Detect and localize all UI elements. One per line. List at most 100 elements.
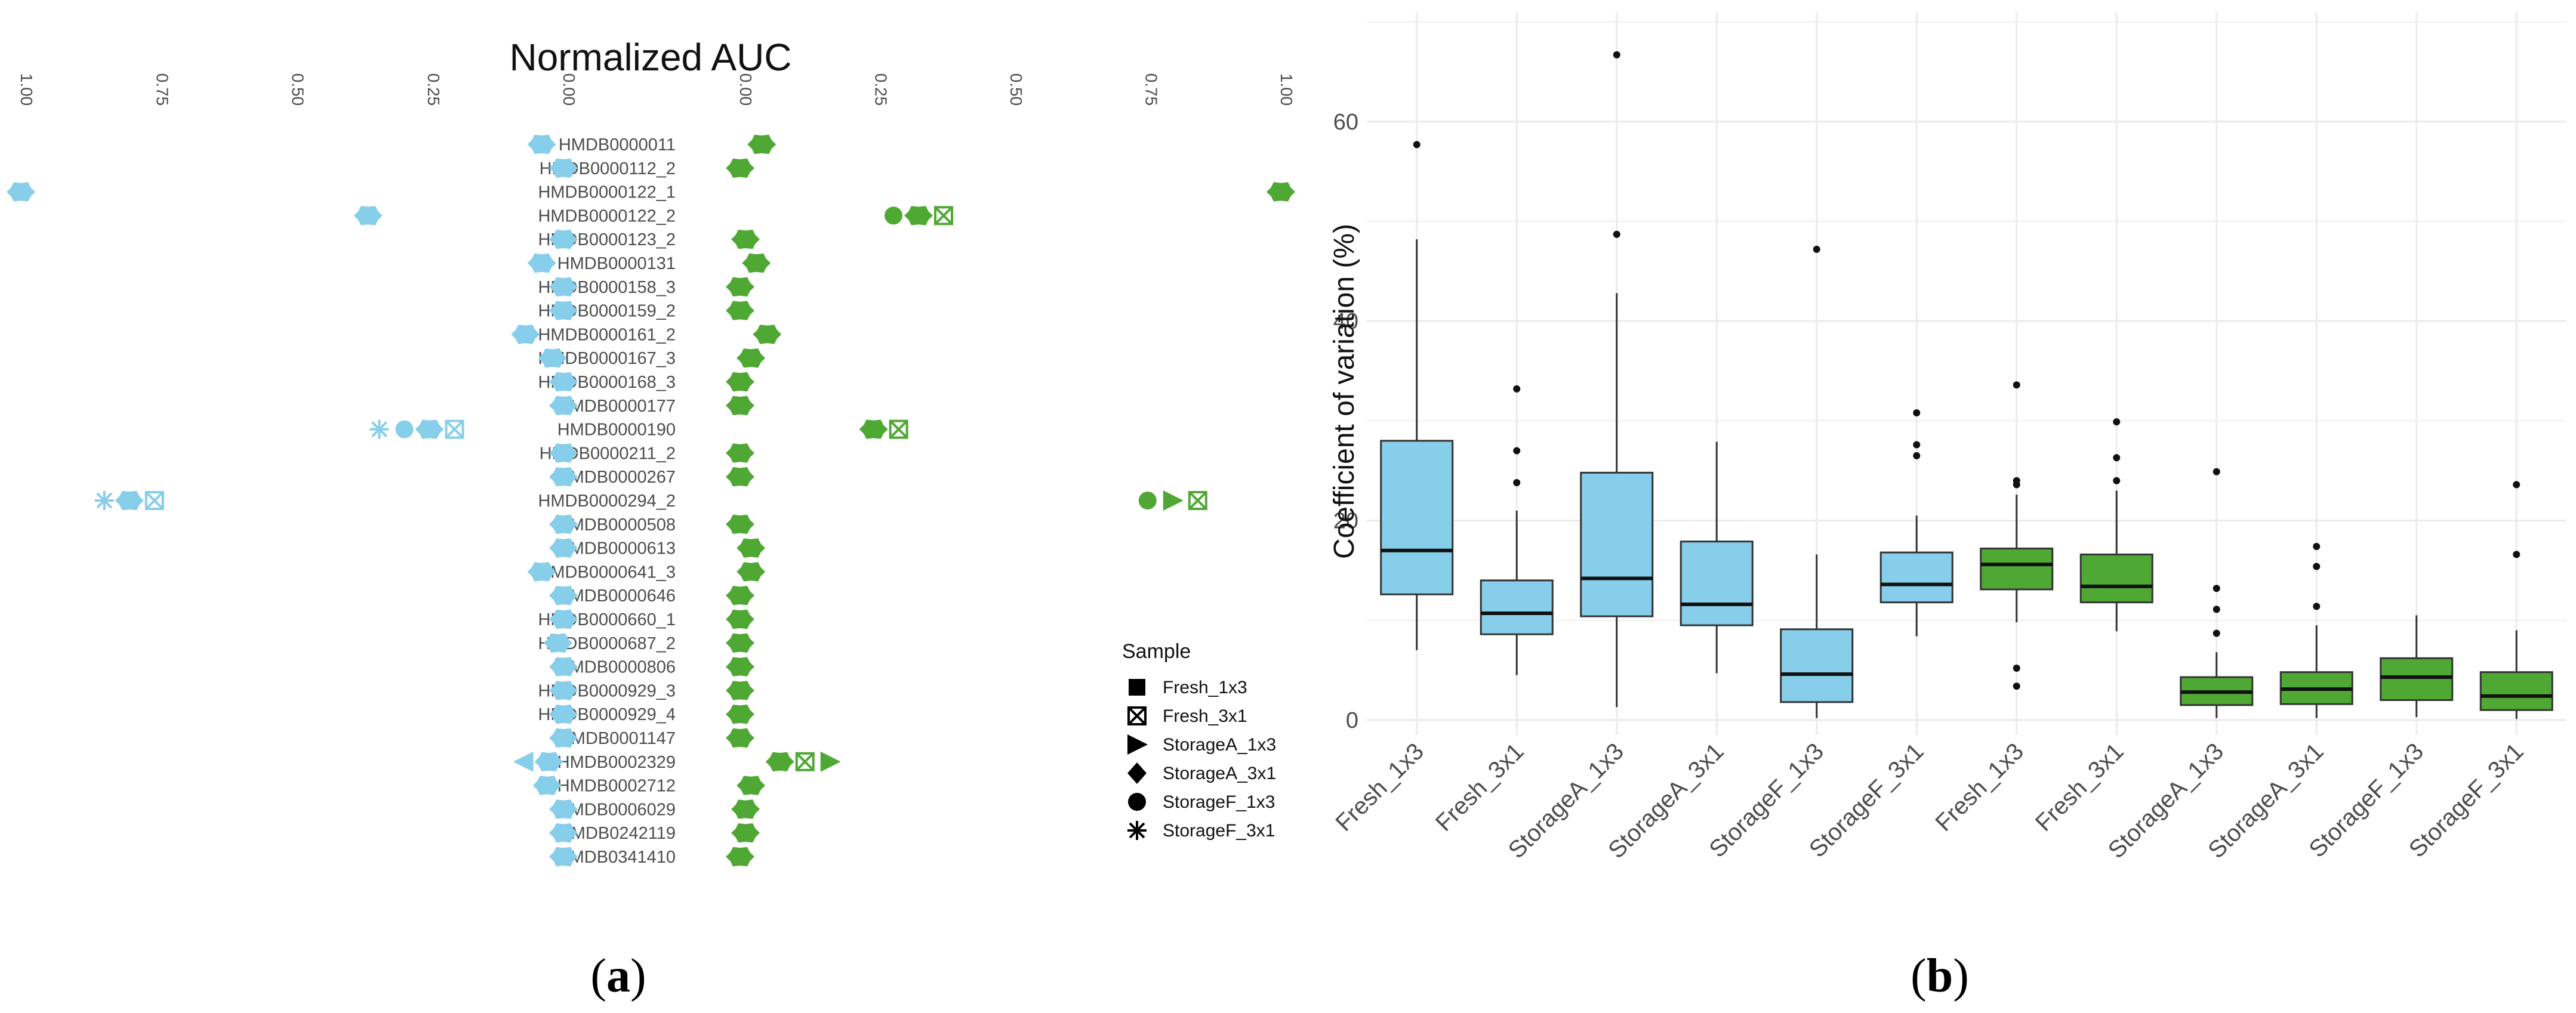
- box-body: [2380, 657, 2454, 701]
- marker-triangle: [820, 751, 841, 772]
- outlier-point: [1513, 479, 1521, 487]
- marker-boxed-x: [445, 419, 464, 439]
- box-body: [1680, 541, 1754, 626]
- right-point-group: [726, 277, 754, 297]
- panel-b-label: (b): [1911, 950, 1969, 1002]
- marker-boxed-x: [889, 419, 908, 439]
- outlier-point: [2213, 468, 2220, 475]
- box: [1780, 245, 1854, 718]
- marker-square: [1272, 184, 1289, 200]
- left-point-group: [549, 847, 578, 867]
- x-tick: Fresh_3x1: [1431, 738, 1529, 836]
- left-point-group: [549, 823, 578, 843]
- marker-circle: [884, 206, 902, 225]
- metabolite-label: HMDB0000190: [557, 421, 676, 440]
- marker-square: [555, 682, 572, 699]
- box: [1480, 385, 1554, 675]
- marker-square: [732, 445, 748, 461]
- box-body: [1780, 628, 1854, 703]
- box-body: [1580, 471, 1654, 617]
- right-point-group: [737, 562, 766, 582]
- marker-square: [555, 469, 572, 485]
- panel-a: Normalized AUC 1.00 0.75 0.50 0.25 0.00 0.00 0…: [7, 36, 1296, 1002]
- box: [1380, 141, 1454, 650]
- right-axis-tick: 1.00: [1277, 73, 1296, 106]
- left-point-group: [538, 348, 567, 368]
- left-point-group: [532, 776, 562, 795]
- marker-square: [555, 588, 572, 604]
- right-point-group: [726, 704, 754, 724]
- metabolite-label: HMDB0242119: [559, 824, 676, 843]
- metabolite-label: HMDB0000011: [559, 135, 676, 155]
- marker-square: [533, 564, 550, 580]
- marker-triangle: [1127, 734, 1148, 755]
- outlier-point: [2113, 477, 2121, 484]
- right-point-group: [737, 348, 766, 368]
- right-point-group: [726, 396, 754, 416]
- marker-square: [359, 208, 377, 224]
- metabolite-label: HMDB0000122_2: [538, 206, 676, 226]
- marker-asterisk: [94, 491, 114, 510]
- marker-square: [555, 611, 572, 627]
- marker-square: [732, 682, 748, 699]
- y-tick: 60: [1333, 110, 1358, 135]
- marker-square: [732, 659, 748, 675]
- left-point-group: [543, 633, 572, 653]
- marker-square: [910, 208, 927, 224]
- box: [1980, 381, 2054, 690]
- legend-items: Fresh_1x3 Fresh_3x1 StorageA_1x3 StorageA_3…: [1127, 678, 1276, 841]
- left-point-group: [527, 134, 556, 155]
- left-point-group: [94, 490, 164, 511]
- marker-square: [555, 801, 572, 817]
- panel-a-tick-labels: 1.00 0.75 0.50 0.25 0.00 0.00 0.25 0.50 0.75 1.00: [17, 73, 1296, 106]
- marker-boxed-x-cross: [796, 752, 815, 771]
- marker-square: [555, 279, 572, 295]
- marker-circle: [1128, 793, 1146, 811]
- marker-square: [517, 326, 534, 342]
- box: [2180, 468, 2254, 718]
- marker-square: [732, 635, 748, 651]
- right-point-group: [753, 325, 782, 344]
- boxes: [1380, 51, 2553, 719]
- left-axis-tick: 0.25: [424, 73, 443, 106]
- right-axis-tick: 0.50: [1007, 73, 1025, 106]
- left-points: [7, 134, 578, 867]
- marker-triangle: [1163, 490, 1184, 511]
- metabolite-label: HMDB0000161_2: [538, 325, 676, 344]
- marker-square: [732, 279, 748, 295]
- right-point-group: [726, 301, 754, 320]
- marker-boxed-x: [933, 206, 953, 226]
- marker-square: [555, 540, 572, 556]
- right-point-group: [726, 514, 754, 535]
- outlier-point: [1913, 409, 1921, 417]
- outlier-point: [2013, 664, 2020, 672]
- box-body: [1380, 440, 1454, 595]
- marker-square: [555, 825, 572, 841]
- legend-label: StorageF_1x3: [1163, 792, 1275, 812]
- left-point-group: [549, 704, 578, 724]
- y-tick: 0: [1346, 708, 1358, 733]
- left-point-group: [549, 609, 578, 629]
- marker-square: [732, 469, 748, 485]
- marker-square: [742, 540, 760, 556]
- marker-square: [544, 350, 561, 366]
- metabolite-label: HMDB0002329: [557, 753, 676, 772]
- right-point-group: [765, 751, 841, 772]
- right-axis-tick: 0.75: [1142, 73, 1161, 106]
- outlier-point: [1813, 245, 1820, 253]
- panel-b: 0 20 40 60 Coefficient of variation (%) Fre…: [1329, 12, 2566, 1002]
- outlier-point: [1913, 452, 1921, 459]
- marker-square: [737, 801, 754, 817]
- marker-boxed-x: [1127, 706, 1147, 725]
- marker-boxed-x-cross: [889, 420, 908, 439]
- outlier-point: [2313, 543, 2321, 551]
- right-point-group: [726, 609, 754, 629]
- marker-boxed-x-cross: [1127, 706, 1147, 725]
- left-point-group: [549, 372, 578, 392]
- panel-a-title: Normalized AUC: [509, 36, 791, 79]
- marker-circle: [1138, 492, 1157, 509]
- marker-square: [555, 849, 572, 864]
- marker-square: [742, 777, 760, 793]
- marker-boxed-x: [1188, 491, 1207, 510]
